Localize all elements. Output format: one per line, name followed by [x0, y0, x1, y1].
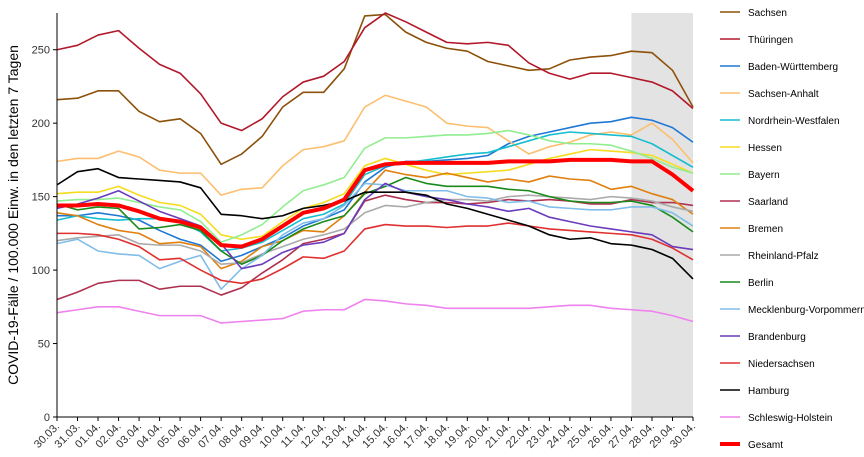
legend-label: Baden-Württemberg: [748, 62, 838, 73]
legend-label: Hamburg: [748, 386, 789, 397]
series-line-gesamt: [57, 157, 695, 249]
legend-label: Brandenburg: [748, 332, 806, 343]
y-axis-title: COVID-19-Fälle / 100.000 Einw. in den le…: [5, 45, 21, 385]
legend-label: Schleswig-Holstein: [748, 413, 832, 424]
series-line-bremen: [56, 169, 694, 270]
y-tick-label: 250: [32, 45, 50, 57]
legend-label: Sachsen-Anhalt: [748, 89, 819, 100]
y-ticks: 0 50 100 150 200 250: [32, 45, 57, 424]
series-layer: [56, 12, 695, 324]
series-line-mecklenburg-vorpommern: [56, 182, 694, 290]
series-line-saarland: [56, 194, 694, 301]
series-line-baden-württemberg: [57, 116, 694, 263]
series-line-niedersachsen: [57, 222, 694, 285]
legend-label: Thüringen: [748, 35, 793, 46]
legend-label: Bremen: [748, 224, 783, 235]
legend-label: Saarland: [748, 197, 788, 208]
legend-label: Bayern: [748, 170, 780, 181]
y-tick-label: 100: [32, 265, 50, 277]
series-line-hamburg: [56, 167, 694, 280]
y-tick-label: 200: [32, 118, 50, 130]
series-line-hessen: [56, 148, 694, 241]
y-tick-label: 150: [32, 192, 50, 204]
series-line-berlin: [56, 176, 694, 266]
legend-label: Hessen: [748, 143, 782, 154]
series-line-bayern: [56, 129, 694, 243]
legend-label: Sachsen: [748, 8, 787, 19]
legend-label: Nordrhein-Westfalen: [748, 116, 840, 127]
legend: Sachsen Thüringen Baden-Württemberg Sachsen…: [720, 8, 864, 451]
x-ticks: 30.03.31.03.01.04.02.04.03.04.04.04.05.0…: [32, 417, 698, 451]
series-line-sachsen: [56, 13, 694, 166]
legend-label: Berlin: [748, 278, 774, 289]
legend-label: Gesamt: [748, 440, 783, 451]
series-line-sachsen-anhalt: [56, 94, 694, 196]
shaded-region: [631, 13, 693, 417]
series-line-rheinland-pfalz: [56, 194, 694, 266]
legend-label: Rheinland-Pfalz: [748, 251, 819, 262]
legend-label: Mecklenburg-Vorpommern: [748, 305, 864, 316]
y-tick-label: 50: [38, 339, 50, 351]
series-line-schleswig-holstein: [56, 298, 694, 324]
legend-label: Niedersachsen: [748, 359, 815, 370]
series-line-thüringen: [56, 12, 694, 132]
y-tick-label: 0: [44, 412, 50, 424]
